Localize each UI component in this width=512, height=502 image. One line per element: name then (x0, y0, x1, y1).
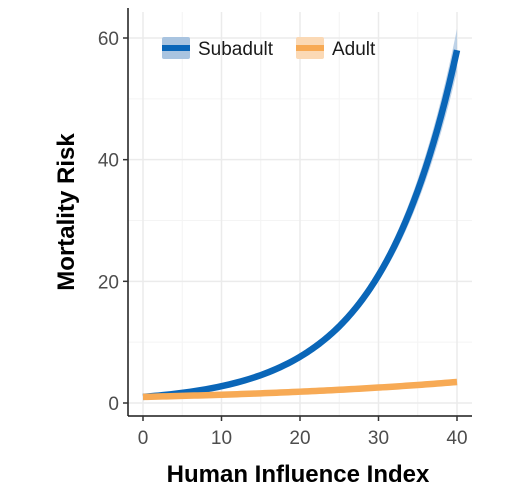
axes (123, 8, 472, 421)
x-tick-label: 10 (211, 428, 232, 449)
tick-labels: 0 20 40 60 0 10 20 30 40 (98, 29, 468, 449)
series-line-subadult (142, 49, 461, 401)
y-axis-title: Mortality Risk (53, 133, 80, 291)
x-tick-label: 20 (289, 428, 310, 449)
y-tick-label: 20 (98, 272, 119, 293)
y-tick-label: 40 (98, 151, 119, 172)
legend-item-subadult: Subadult (162, 37, 274, 60)
grid (128, 12, 472, 416)
y-tick-label: 0 (108, 394, 119, 415)
y-tick-label: 60 (98, 29, 119, 50)
series-lines (142, 49, 461, 401)
legend: Subadult Adult (162, 37, 376, 60)
x-tick-label: 40 (446, 428, 467, 449)
x-tick-label: 0 (138, 428, 149, 449)
legend-label-subadult: Subadult (198, 39, 274, 60)
x-tick-label: 30 (368, 428, 389, 449)
x-axis-title: Human Influence Index (167, 461, 430, 488)
series-line-adult (142, 378, 458, 401)
legend-label-adult: Adult (332, 39, 376, 60)
legend-item-adult: Adult (296, 37, 376, 60)
